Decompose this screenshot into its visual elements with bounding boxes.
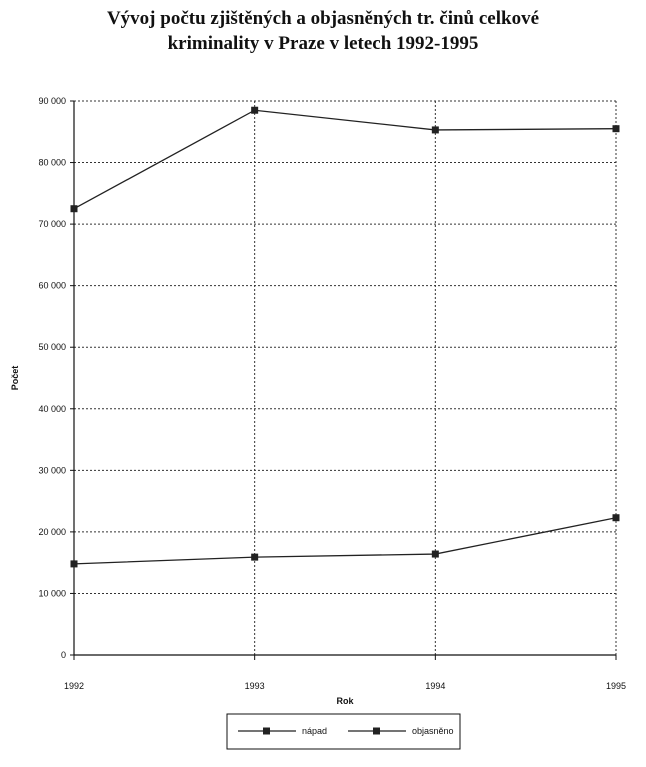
y-tick-label: 60 000: [38, 281, 66, 291]
x-tick-labels: 1992 1993 1994 1995: [64, 681, 626, 691]
y-tick-label: 0: [61, 650, 66, 660]
y-tick-label: 10 000: [38, 588, 66, 598]
data-point: [431, 550, 439, 558]
data-point: [431, 126, 439, 134]
x-tick-label: 1994: [425, 681, 445, 691]
x-axis-label: Rok: [336, 696, 354, 706]
chart-title-line-1: Vývoj počtu zjištěných a objasněných tr.…: [106, 8, 540, 29]
data-point: [70, 205, 78, 213]
legend-marker: [373, 727, 380, 735]
data-point: [70, 560, 78, 568]
legend-label: objasněno: [412, 726, 454, 736]
y-axis-label: Počet: [10, 366, 20, 391]
y-tick-label: 70 000: [38, 219, 66, 229]
y-tick-label: 20 000: [38, 527, 66, 537]
legend-label: nápad: [302, 726, 327, 736]
x-tick-label: 1993: [245, 681, 265, 691]
y-tick-label: 30 000: [38, 465, 66, 475]
chart-title-line-2: kriminality v Praze v letech 1992-1995: [167, 33, 479, 54]
series-line-objasneno: [73, 517, 617, 565]
series-layer: [70, 106, 620, 568]
grid-lines: [70, 100, 617, 660]
x-tick-label: 1995: [606, 681, 626, 691]
data-point: [251, 106, 259, 114]
data-point: [612, 125, 620, 133]
y-tick-label: 40 000: [38, 404, 66, 414]
legend: nápad objasněno: [226, 713, 461, 750]
y-tick-labels: 0 10 000 20 000 30 000 40 000 50 000 60 000 70 …: [38, 96, 66, 660]
legend-marker: [263, 727, 270, 735]
y-tick-label: 50 000: [38, 342, 66, 352]
series-line-napad: [73, 109, 617, 210]
data-point: [612, 514, 620, 522]
axes: [73, 101, 616, 656]
chart-title: Vývoj počtu zjištěných a objasněných tr.…: [0, 6, 646, 56]
data-point: [251, 553, 259, 561]
x-tick-label: 1992: [64, 681, 84, 691]
y-tick-label: 80 000: [38, 158, 66, 168]
y-tick-label: 90 000: [38, 96, 66, 106]
